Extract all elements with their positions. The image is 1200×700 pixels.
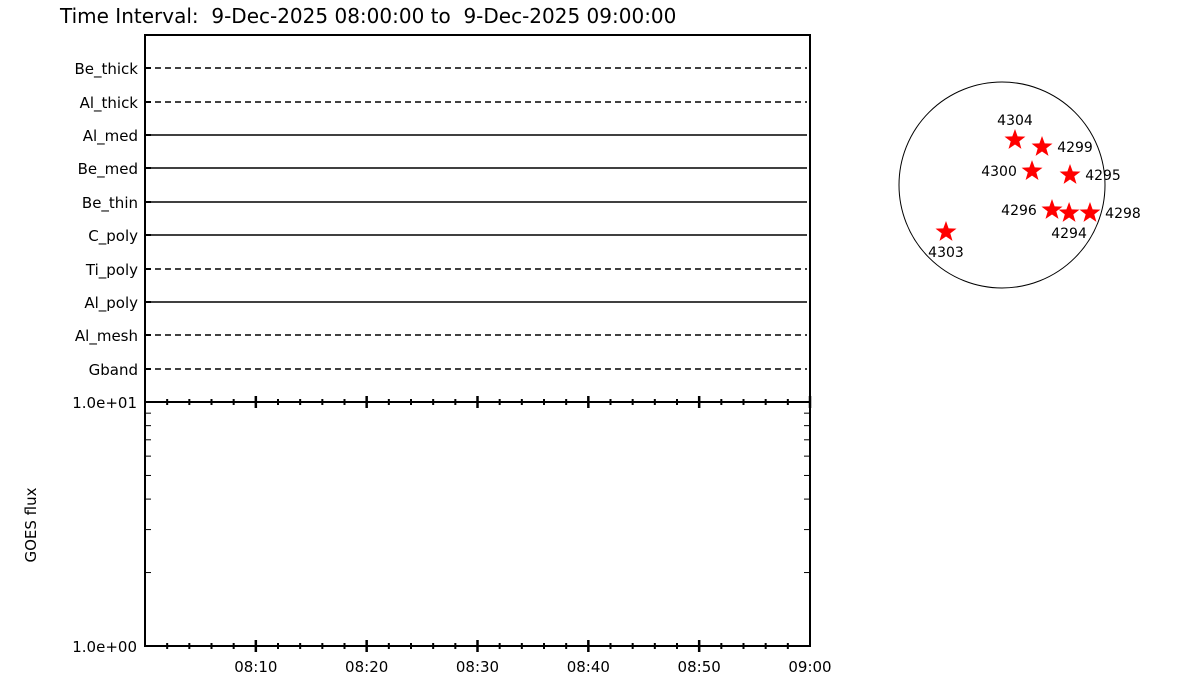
y-tick-label: 1.0e+00 <box>72 638 137 656</box>
filter-label: Be_thick <box>74 60 138 79</box>
active-region-markers <box>935 129 1101 241</box>
x-tick-label: 08:50 <box>678 658 721 676</box>
x-tick-label: 08:30 <box>456 658 499 676</box>
active-region-label: 4299 <box>1057 140 1093 156</box>
active-region-label: 4303 <box>928 245 964 261</box>
x-tick-label: 09:00 <box>788 658 831 676</box>
filter-label: Ti_poly <box>85 261 138 280</box>
filter-label: Be_med <box>78 160 138 179</box>
filter-label: Al_med <box>83 127 138 146</box>
active-region-star-4296 <box>1041 199 1063 219</box>
active-region-label: 4300 <box>981 164 1017 180</box>
active-region-star-4300 <box>1021 160 1043 180</box>
goes-panel: 1.0e+00 1.0e+01 08:10 08:20 08:30 08:40 08:50 0… <box>72 394 831 676</box>
x-tick-label: 08:10 <box>234 658 277 676</box>
active-region-label: 4294 <box>1051 226 1087 242</box>
x-tick-label: 08:40 <box>567 658 610 676</box>
chart-title: Time Interval: 9-Dec-2025 08:00:00 to 9-… <box>59 4 676 28</box>
filter-label: C_poly <box>88 227 138 246</box>
active-region-star-4299 <box>1031 136 1053 156</box>
active-region-label: 4304 <box>997 113 1033 129</box>
solar-disk-panel: 4304 4299 4300 4295 4296 4294 4298 4303 <box>898 81 1141 289</box>
active-region-star-4303 <box>935 221 957 241</box>
x-tick-label: 08:20 <box>345 658 388 676</box>
y-axis-label: GOES flux <box>22 487 40 562</box>
filter-label: Al_mesh <box>75 327 138 346</box>
active-region-labels: 4304 4299 4300 4295 4296 4294 4298 4303 <box>928 113 1141 261</box>
filter-label: Gband <box>89 361 138 379</box>
filter-panel: Be_thick Al_thick Al_med Be_med Be_thin C_pol… <box>74 34 811 403</box>
filter-label: Al_thick <box>80 94 139 113</box>
active-region-star-4304 <box>1004 129 1026 149</box>
solar-disk-limb <box>898 81 1106 289</box>
active-region-star-4298 <box>1079 202 1101 222</box>
y-tick-label: 1.0e+01 <box>72 394 137 412</box>
active-region-label: 4296 <box>1001 203 1037 219</box>
filter-label: Al_poly <box>84 294 138 313</box>
active-region-label: 4298 <box>1105 206 1141 222</box>
active-region-label: 4295 <box>1085 168 1121 184</box>
filter-label: Be_thin <box>82 194 138 213</box>
goes-panel-frame <box>144 401 811 647</box>
active-region-star-4294 <box>1058 202 1080 222</box>
filter-panel-frame <box>144 34 811 403</box>
active-region-star-4295 <box>1059 164 1081 184</box>
